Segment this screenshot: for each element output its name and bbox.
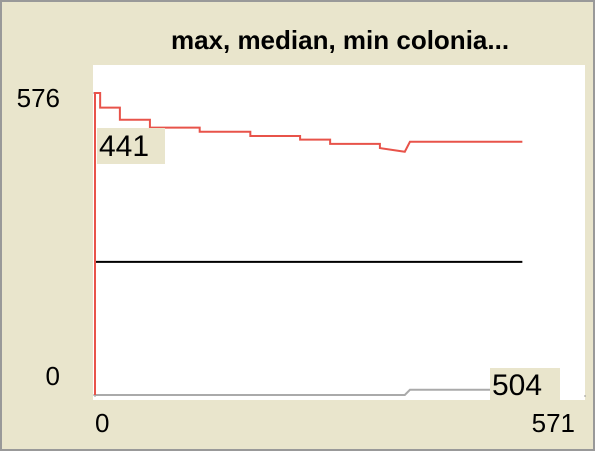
x-tick-label: 0 — [95, 408, 109, 438]
plot-area — [93, 65, 585, 400]
x-tick-label: 571 — [532, 408, 575, 438]
annotation-bg — [97, 128, 165, 164]
series-line — [94, 92, 523, 395]
annotation: 504 — [492, 369, 542, 402]
y-tick-label: 0 — [46, 361, 60, 391]
y-tick-label: 576 — [17, 83, 60, 113]
series-line — [95, 388, 523, 396]
annotation-bg — [490, 368, 560, 402]
chart-title: max, median, min colonia... — [171, 25, 509, 55]
annotation: 441 — [99, 130, 149, 163]
